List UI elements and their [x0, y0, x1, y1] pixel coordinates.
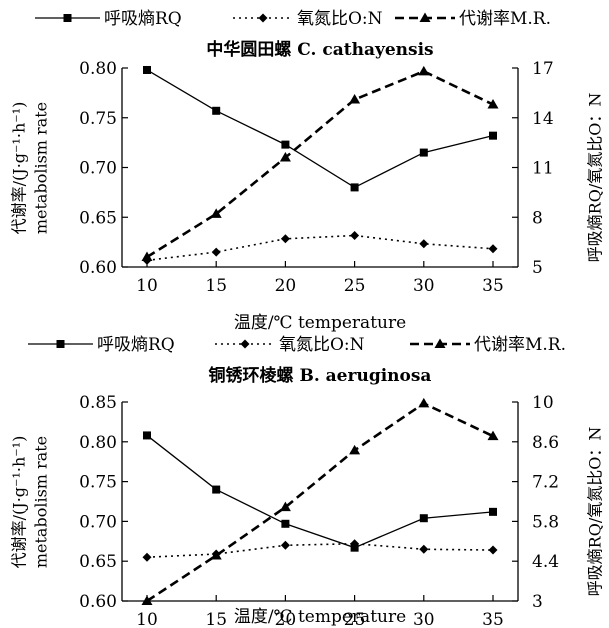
x-tick-label: 20: [275, 276, 297, 296]
y-right-tick-label: 17: [532, 59, 554, 79]
y-left-tick-label: 0.65: [79, 208, 117, 228]
legend-marker-0: [63, 14, 72, 22]
series-0-point-2: [281, 519, 290, 528]
series-0-point-2: [281, 140, 290, 149]
y-left-tick-label: 0.75: [79, 473, 117, 493]
series-2-point-3: [349, 94, 361, 104]
series-0-point-5: [489, 131, 497, 140]
series-1-point-3: [350, 230, 360, 240]
y-left-axis-label: metabolism rate: [32, 102, 51, 234]
series-2-point-1: [210, 208, 222, 218]
series-0-point-0: [143, 431, 151, 440]
y-left-tick-label: 0.70: [79, 512, 117, 532]
x-tick-label: 25: [344, 610, 366, 628]
legend-marker-0: [56, 340, 65, 348]
y-left-tick-label: 0.75: [79, 109, 117, 129]
series-1-point-2: [280, 234, 290, 244]
series-line-1: [146, 234, 494, 262]
legend-marker-1: [240, 339, 250, 349]
x-axis-label: 温度/℃ temperature: [234, 313, 406, 333]
legend-label-2: 代谢率M.R.: [474, 335, 566, 355]
series-line-1: [146, 542, 494, 559]
series-0-point-4: [419, 514, 428, 523]
x-tick-label: 30: [413, 610, 435, 628]
series-0-point-4: [419, 148, 428, 157]
y-left-tick-label: 0.60: [79, 258, 117, 278]
x-tick-label: 35: [482, 610, 504, 628]
series-2-point-0: [141, 595, 153, 605]
series-line-2: [146, 69, 494, 259]
y-left-tick-label: 0.80: [79, 59, 117, 79]
series-1-point-3: [350, 539, 360, 549]
legend-label-0: 呼吸熵RQ: [104, 9, 182, 29]
series-2-point-4: [418, 65, 430, 76]
y-right-tick-label: 14: [532, 109, 554, 129]
series-0-point-1: [212, 106, 221, 115]
series-2-point-4: [418, 397, 430, 408]
y-left-axis-label: 代谢率/(J·g⁻¹·h⁻¹): [10, 102, 29, 235]
y-right-tick-label: 5: [532, 258, 543, 278]
y-right-axis-label: 呼吸熵RQ/氧氮比O：N: [586, 93, 605, 263]
x-axis-label: 温度/℃ temperature: [234, 607, 406, 627]
x-tick-label: 10: [136, 610, 158, 628]
series-0-point-0: [143, 65, 151, 74]
series-1-point-5: [488, 545, 498, 555]
y-right-tick-label: 5.8: [532, 512, 559, 532]
chart-title: 铜锈环棱螺 B. aeruginosa: [209, 365, 432, 386]
legend-label-1: 氧氮比O:N: [279, 335, 365, 355]
x-tick-label: 15: [205, 276, 227, 296]
series-1-point-4: [419, 544, 429, 554]
series-2-point-3: [349, 444, 361, 455]
legend-label-1: 氧氮比O:N: [297, 9, 383, 29]
y-left-tick-label: 0.70: [79, 159, 117, 179]
series-2-point-1: [210, 550, 222, 560]
legend-marker-2: [434, 338, 446, 348]
series-1-point-0: [142, 552, 152, 562]
y-right-tick-label: 10: [532, 393, 554, 413]
y-right-tick-label: 4.4: [532, 552, 559, 572]
series-0-point-1: [212, 485, 221, 494]
series-2-point-2: [279, 501, 291, 512]
y-right-tick-label: 8.6: [532, 433, 559, 453]
y-right-axis-label: 呼吸熵RQ/氧氮比O：N: [586, 427, 605, 597]
legend-label-0: 呼吸熵RQ: [97, 335, 175, 355]
y-right-tick-label: 11: [532, 159, 554, 179]
x-tick-label: 20: [275, 610, 297, 628]
y-left-tick-label: 0.80: [79, 433, 117, 453]
y-right-tick-label: 3: [532, 592, 543, 612]
series-line-0: [146, 434, 494, 549]
x-tick-label: 10: [136, 276, 158, 296]
y-left-tick-label: 0.85: [79, 393, 117, 413]
series-1-point-2: [280, 540, 290, 550]
y-right-tick-label: 8: [532, 208, 543, 228]
series-line-2: [146, 401, 494, 603]
series-2-point-0: [141, 251, 153, 262]
series-2-point-5: [487, 98, 499, 109]
x-tick-label: 25: [344, 276, 366, 296]
y-left-axis-label: metabolism rate: [32, 436, 51, 568]
chart-title: 中华圆田螺 C. cathayensis: [206, 39, 433, 60]
series-2-point-5: [487, 430, 499, 441]
y-left-tick-label: 0.60: [79, 592, 117, 612]
y-left-tick-label: 0.65: [79, 552, 117, 572]
series-1-point-1: [211, 247, 221, 257]
series-line-0: [146, 69, 494, 189]
series-0-point-3: [350, 183, 359, 192]
x-tick-label: 30: [413, 276, 435, 296]
x-tick-label: 35: [482, 276, 504, 296]
legend-label-2: 代谢率M.R.: [459, 9, 551, 29]
y-right-tick-label: 7.2: [532, 473, 559, 493]
legend-marker-2: [419, 12, 431, 22]
series-1-point-4: [419, 239, 429, 249]
series-1-point-5: [488, 244, 498, 254]
series-2-point-2: [279, 152, 291, 162]
x-tick-label: 15: [205, 610, 227, 628]
series-0-point-5: [489, 507, 497, 516]
y-left-axis-label: 代谢率/(J·g⁻¹·h⁻¹): [10, 436, 29, 569]
legend-marker-1: [258, 13, 268, 23]
